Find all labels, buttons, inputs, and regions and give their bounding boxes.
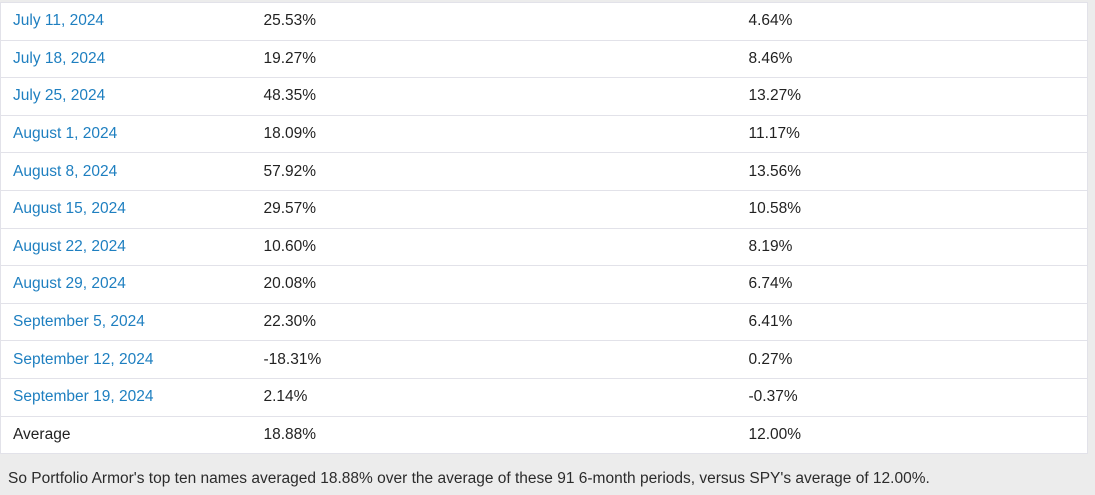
table-row: August 22, 2024 10.60% 8.19% xyxy=(0,228,1088,267)
period-date-cell: August 29, 2024 xyxy=(0,265,252,304)
table-row: August 15, 2024 29.57% 10.58% xyxy=(0,190,1088,229)
top-ten-return-cell: 48.35% xyxy=(251,77,737,116)
table-row: August 1, 2024 18.09% 11.17% xyxy=(0,115,1088,154)
spy-return-cell: 11.17% xyxy=(736,115,1088,154)
period-date-cell: September 19, 2024 xyxy=(0,378,252,417)
period-date-cell: September 12, 2024 xyxy=(0,340,252,379)
top-ten-return-cell: 25.53% xyxy=(251,2,737,41)
period-date-link[interactable]: July 25, 2024 xyxy=(13,87,106,105)
period-date-link[interactable]: August 29, 2024 xyxy=(13,275,126,293)
table-row: September 12, 2024 -18.31% 0.27% xyxy=(0,340,1088,379)
table-row: July 11, 2024 25.53% 4.64% xyxy=(0,2,1088,41)
periods-table: July 11, 2024 25.53% 4.64% July 18, 2024… xyxy=(0,2,1088,455)
spy-return-cell: 6.74% xyxy=(736,265,1088,304)
spy-return-cell: 4.64% xyxy=(736,2,1088,41)
table-row: September 5, 2024 22.30% 6.41% xyxy=(0,303,1088,342)
periods-table-body: July 11, 2024 25.53% 4.64% July 18, 2024… xyxy=(0,2,1088,455)
period-date-cell: July 11, 2024 xyxy=(0,2,252,41)
spy-return-cell: 12.00% xyxy=(736,416,1088,455)
top-ten-return-cell: 18.88% xyxy=(251,416,737,455)
period-date-link[interactable]: September 19, 2024 xyxy=(13,388,154,406)
top-ten-return-cell: -18.31% xyxy=(251,340,737,379)
table-row: July 25, 2024 48.35% 13.27% xyxy=(0,77,1088,116)
period-date-link[interactable]: August 1, 2024 xyxy=(13,125,118,143)
spy-return-cell: 13.56% xyxy=(736,152,1088,191)
spy-return-cell: 8.19% xyxy=(736,228,1088,267)
period-date-link[interactable]: July 11, 2024 xyxy=(13,12,105,30)
table-row: August 8, 2024 57.92% 13.56% xyxy=(0,152,1088,191)
spy-return-cell: -0.37% xyxy=(736,378,1088,417)
top-ten-return-cell: 18.09% xyxy=(251,115,737,154)
table-row: September 19, 2024 2.14% -0.37% xyxy=(0,378,1088,417)
spy-return-cell: 8.46% xyxy=(736,40,1088,79)
top-ten-return-cell: 10.60% xyxy=(251,228,737,267)
period-date-link[interactable]: August 15, 2024 xyxy=(13,200,126,218)
table-row: August 29, 2024 20.08% 6.74% xyxy=(0,265,1088,304)
period-date-cell: August 1, 2024 xyxy=(0,115,252,154)
spy-return-cell: 10.58% xyxy=(736,190,1088,229)
top-ten-return-cell: 19.27% xyxy=(251,40,737,79)
period-date-link[interactable]: September 5, 2024 xyxy=(13,313,145,331)
top-ten-return-cell: 20.08% xyxy=(251,265,737,304)
top-ten-return-cell: 22.30% xyxy=(251,303,737,342)
period-date-link[interactable]: September 12, 2024 xyxy=(13,350,154,368)
summary-sentence: So Portfolio Armor's top ten names avera… xyxy=(8,470,930,488)
spy-return-cell: 6.41% xyxy=(736,303,1088,342)
period-date-cell: September 5, 2024 xyxy=(0,303,252,342)
top-ten-return-cell: 2.14% xyxy=(251,378,737,417)
top-ten-return-cell: 57.92% xyxy=(251,152,737,191)
average-label-cell: Average xyxy=(0,416,252,455)
period-date-link[interactable]: August 8, 2024 xyxy=(13,162,118,180)
period-date-cell: August 15, 2024 xyxy=(0,190,252,229)
period-date-cell: August 8, 2024 xyxy=(0,152,252,191)
period-date-link[interactable]: August 22, 2024 xyxy=(13,237,126,255)
table-row: July 18, 2024 19.27% 8.46% xyxy=(0,40,1088,79)
period-date-cell: August 22, 2024 xyxy=(0,228,252,267)
table-row: Average 18.88% 12.00% xyxy=(0,416,1088,455)
period-date-link[interactable]: July 18, 2024 xyxy=(13,49,106,67)
period-date-cell: July 25, 2024 xyxy=(0,77,252,116)
period-date-cell: July 18, 2024 xyxy=(0,40,252,79)
top-ten-return-cell: 29.57% xyxy=(251,190,737,229)
spy-return-cell: 13.27% xyxy=(736,77,1088,116)
spy-return-cell: 0.27% xyxy=(736,340,1088,379)
